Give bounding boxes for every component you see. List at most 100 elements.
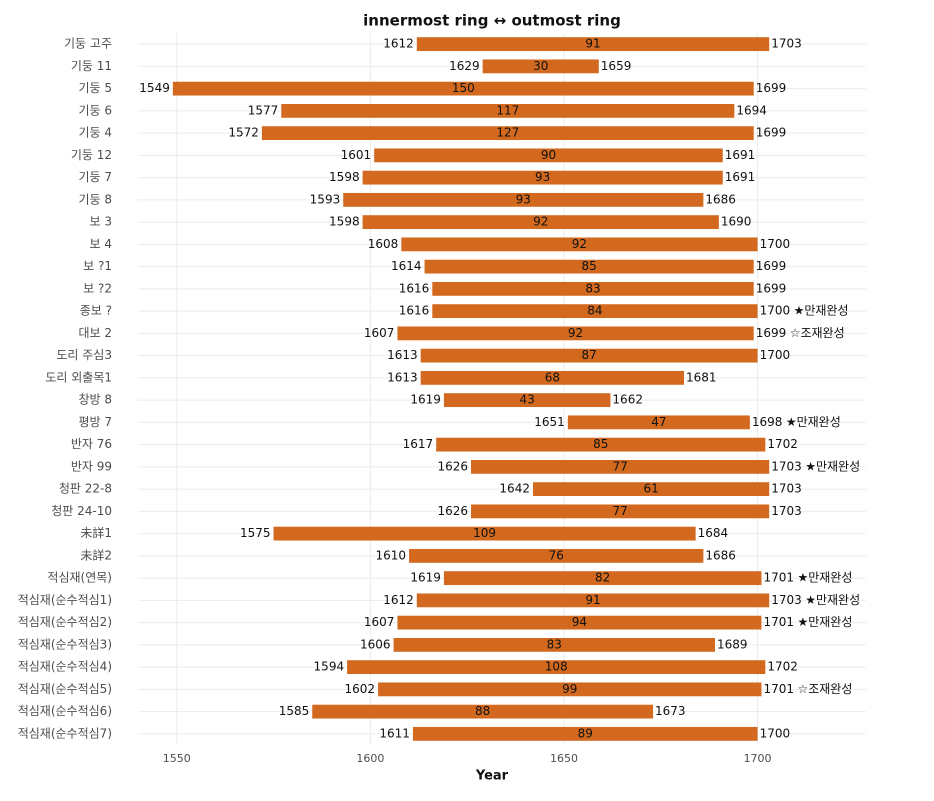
span-label: 85 <box>593 437 608 451</box>
bar <box>471 504 770 519</box>
bar <box>443 571 762 586</box>
end-label: 1699 <box>756 259 787 273</box>
start-label: 1642 <box>499 482 530 496</box>
y-tick-label: 보 ?1 <box>83 259 112 273</box>
span-label: 127 <box>496 126 519 140</box>
y-tick-label: 기둥 6 <box>78 103 112 117</box>
bar <box>567 415 750 430</box>
start-label: 1629 <box>449 59 480 73</box>
bar <box>409 548 704 563</box>
start-label: 1614 <box>391 259 422 273</box>
y-tick-label: 보 4 <box>90 237 113 251</box>
span-label: 93 <box>535 170 550 184</box>
bar <box>397 326 754 341</box>
end-label: 1686 <box>705 548 736 562</box>
end-label: 1700 <box>760 237 791 251</box>
y-tick-label: 기둥 5 <box>78 81 112 95</box>
start-label: 1606 <box>360 637 391 651</box>
span-label: 117 <box>496 103 519 117</box>
y-tick-label: 보 3 <box>90 215 113 229</box>
y-tick-label: 도리 외출목1 <box>45 370 112 384</box>
bar <box>281 103 735 118</box>
start-label: 1602 <box>345 682 376 696</box>
bar <box>397 615 762 630</box>
start-label: 1608 <box>368 237 399 251</box>
bar <box>424 259 754 274</box>
y-tick-label: 도리 주심3 <box>56 348 112 362</box>
start-label: 1613 <box>387 348 418 362</box>
end-label: 1691 <box>725 148 756 162</box>
span-label: 30 <box>533 59 548 73</box>
span-label: 92 <box>533 215 548 229</box>
bar <box>412 726 758 741</box>
start-label: 1616 <box>399 281 430 295</box>
start-label: 1626 <box>437 459 468 473</box>
start-label: 1601 <box>341 148 372 162</box>
start-label: 1598 <box>329 170 360 184</box>
bar <box>416 37 770 52</box>
y-tick-label: 未詳2 <box>80 547 112 562</box>
end-label: 1686 <box>705 192 736 206</box>
y-tick-label: 기둥 11 <box>71 59 112 73</box>
bar <box>420 370 684 385</box>
y-tick-label: 적심재(순수적심4) <box>18 660 112 674</box>
bar <box>362 170 723 185</box>
end-label: 1702 <box>767 437 798 451</box>
span-label: 150 <box>452 81 475 95</box>
bar <box>401 237 758 252</box>
bar <box>532 482 770 497</box>
span-label: 84 <box>587 304 602 318</box>
end-label: 1700 <box>760 304 791 318</box>
end-label: 1701 <box>763 615 794 629</box>
y-tick-label: 종보 ? <box>80 304 112 318</box>
end-label: 1701 <box>763 571 794 585</box>
end-label: 1689 <box>717 637 748 651</box>
y-tick-label: 기둥 고주 <box>64 37 112 51</box>
span-label: 94 <box>572 615 587 629</box>
start-label: 1651 <box>534 415 565 429</box>
end-label: 1691 <box>725 170 756 184</box>
span-label: 93 <box>516 192 531 206</box>
end-label: 1701 <box>763 682 794 696</box>
note-label: ★만재완성 <box>786 415 841 429</box>
span-label: 89 <box>578 726 593 740</box>
span-label: 82 <box>595 571 610 585</box>
bar <box>172 81 754 96</box>
bar <box>471 459 770 474</box>
end-label: 1699 <box>756 326 787 340</box>
start-label: 1593 <box>310 192 341 206</box>
span-label: 92 <box>572 237 587 251</box>
span-label: 85 <box>581 259 596 273</box>
bar <box>416 593 770 608</box>
start-label: 1611 <box>379 726 410 740</box>
start-label: 1612 <box>383 37 414 51</box>
x-tick-label: 1550 <box>163 752 191 765</box>
start-label: 1612 <box>383 593 414 607</box>
bar <box>362 215 719 230</box>
bar <box>443 393 611 408</box>
start-label: 1626 <box>437 504 468 518</box>
span-label: 109 <box>473 526 496 540</box>
y-tick-label: 기둥 12 <box>71 148 112 162</box>
note-label: ★만재완성 <box>797 571 852 585</box>
start-label: 1613 <box>387 370 418 384</box>
y-tick-label: 반자 99 <box>71 459 112 473</box>
y-tick-label: 적심재(순수적심1) <box>18 593 112 607</box>
span-label: 61 <box>643 482 658 496</box>
note-label: ★만재완성 <box>794 304 849 318</box>
span-label: 76 <box>549 548 564 562</box>
note-label: ★만재완성 <box>805 459 860 473</box>
x-tick-label: 1600 <box>356 752 384 765</box>
start-label: 1607 <box>364 615 395 629</box>
end-label: 1681 <box>686 370 717 384</box>
span-label: 99 <box>562 682 577 696</box>
end-label: 1699 <box>756 126 787 140</box>
end-label: 1703 <box>771 459 802 473</box>
bar <box>378 682 762 697</box>
start-label: 1610 <box>376 548 407 562</box>
y-tick-label: 적심재(순수적심7) <box>18 726 112 740</box>
end-label: 1684 <box>698 526 729 540</box>
span-label: 91 <box>585 593 600 607</box>
y-tick-label: 기둥 7 <box>78 170 112 184</box>
